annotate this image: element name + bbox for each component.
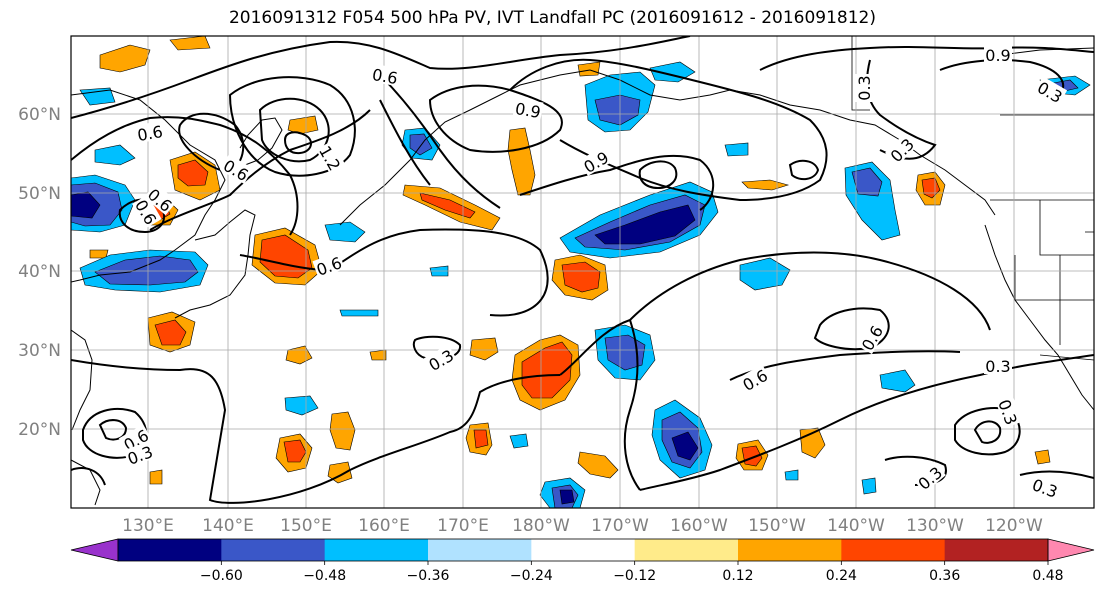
contour-label: 0.3	[123, 440, 156, 469]
lon-tick-label: 120°W	[985, 516, 1043, 536]
contour-label: 0.3	[994, 395, 1023, 428]
colorbar-tick-label: −0.12	[613, 568, 656, 584]
colorbar-tick-label: −0.48	[303, 568, 346, 584]
lon-tick-label: 140°W	[827, 516, 885, 536]
svg-text:0.9: 0.9	[514, 99, 542, 122]
map-title: 2016091312 F054 500 hPa PV, IVT Landfall…	[228, 8, 876, 28]
colorbar-tick-label: −0.60	[200, 568, 243, 584]
contour-label: 0.3	[854, 74, 874, 102]
lon-tick-label: 150°E	[280, 516, 332, 536]
lon-tick-label: 170°E	[437, 516, 489, 536]
contour-label: 0.6	[134, 120, 166, 145]
svg-text:0.9: 0.9	[985, 46, 1010, 65]
longitude-labels: 130°E 140°E 150°E 160°E 170°E 180°W 170°W 160°W…	[122, 516, 1043, 536]
lon-tick-label: 180°W	[512, 516, 570, 536]
contour-label: 0.9	[984, 45, 1012, 65]
coastlines	[71, 47, 1094, 506]
svg-text:0.3: 0.3	[985, 357, 1010, 376]
colorbar-segment	[428, 539, 532, 561]
lon-tick-label: 160°E	[358, 516, 410, 536]
lon-tick-label: 170°W	[591, 516, 649, 536]
lon-tick-label: 140°E	[202, 516, 254, 536]
colorbar-segment	[841, 539, 946, 561]
colorbar-segment	[944, 539, 1049, 561]
latitude-labels: 20°N 30°N 40°N 50°N 60°N	[18, 105, 61, 440]
lat-tick-label: 20°N	[18, 420, 61, 440]
colorbar-tick-label: 0.48	[1032, 568, 1063, 584]
colorbar-segment	[118, 539, 222, 561]
svg-text:0.3: 0.3	[855, 75, 874, 100]
gridlines	[71, 36, 1094, 508]
colorbar-segment	[634, 539, 739, 561]
colorbar-extend-max	[1047, 538, 1095, 562]
colorbar-segment	[738, 539, 842, 561]
colorbar-tick-label: 0.36	[929, 568, 960, 584]
colorbar-segment	[531, 539, 636, 561]
svg-text:0.6: 0.6	[371, 65, 399, 88]
lat-tick-label: 40°N	[18, 262, 61, 282]
lat-tick-label: 50°N	[18, 184, 61, 204]
contour-label: 0.6	[369, 63, 401, 88]
colorbar-extend-min	[70, 538, 119, 562]
lon-tick-label: 150°W	[748, 516, 806, 536]
lon-tick-label: 130°W	[906, 516, 964, 536]
lat-tick-label: 60°N	[18, 105, 61, 125]
colorbar: −0.60 −0.48 −0.36 −0.24 −0.12 0.12 0.24 0.36 0.4…	[70, 538, 1095, 584]
political-borders	[851, 36, 1094, 361]
colorbar-tick-label: −0.24	[510, 568, 553, 584]
plot-frame	[70, 35, 1095, 509]
contour-label: 0.9	[512, 97, 544, 122]
lon-tick-label: 130°E	[122, 516, 174, 536]
svg-text:0.6: 0.6	[136, 122, 164, 145]
colorbar-tick-label: 0.24	[826, 568, 857, 584]
contour-label: 0.3	[984, 356, 1012, 376]
colorbar-segment	[324, 539, 429, 561]
colorbar-tick-label: −0.36	[407, 568, 450, 584]
lon-tick-label: 160°W	[670, 516, 728, 536]
lat-tick-label: 30°N	[18, 341, 61, 361]
colorbar-segment	[221, 539, 326, 561]
colorbar-tick-label: 0.12	[722, 568, 753, 584]
